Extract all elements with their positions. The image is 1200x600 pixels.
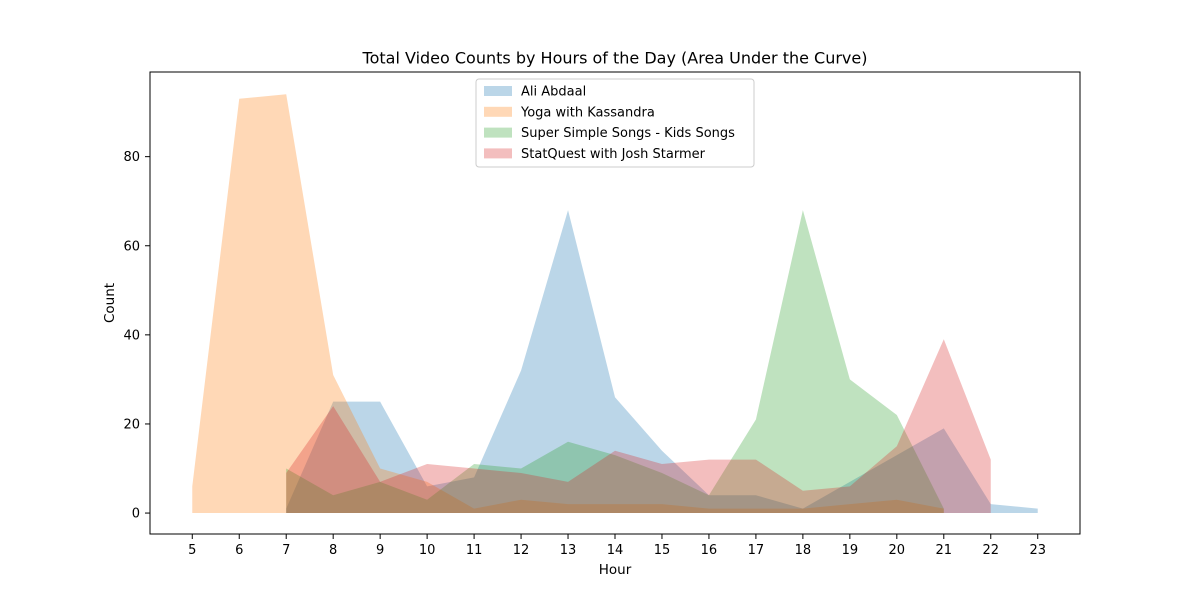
legend-swatch [484,86,512,96]
x-tick-label: 9 [376,543,384,558]
x-tick-label: 12 [513,543,530,558]
x-tick-label: 23 [1029,543,1046,558]
legend-label: Super Simple Songs - Kids Songs [521,126,735,141]
legend-swatch [484,148,512,159]
y-tick-label: 0 [132,507,140,522]
y-axis-label: Count [102,283,118,323]
legend: Ali Abdaal Yoga with Kassandra Super Simpl… [475,78,755,168]
x-tick-label: 10 [419,543,436,558]
area-series-3 [286,339,991,514]
x-tick-label: 7 [282,543,290,558]
x-axis-label: Hour [599,562,632,578]
x-axis: 5 6 7 8 9 10 11 12 13 14 15 16 17 18 19 20 21 22 23 [188,534,1046,558]
x-tick-label: 13 [560,543,577,558]
x-tick-label: 21 [936,543,953,558]
y-axis: 0 20 40 60 80 [123,150,150,522]
x-tick-label: 16 [701,543,718,558]
x-tick-label: 20 [889,543,906,558]
y-tick-label: 60 [123,239,140,254]
x-tick-label: 19 [842,543,859,558]
area-series-0 [286,210,1038,514]
chart-title: Total Video Counts by Hours of the Day (… [362,49,868,68]
area-series-2 [286,210,944,514]
legend-label: Ali Abdaal [521,85,586,100]
y-tick-label: 20 [123,417,140,432]
y-tick-label: 80 [123,150,140,165]
y-tick-label: 40 [123,328,140,343]
areas-layer [192,94,1038,514]
x-tick-label: 15 [654,543,671,558]
x-tick-label: 11 [466,543,483,558]
x-tick-label: 14 [607,543,624,558]
x-tick-label: 8 [329,543,337,558]
legend-swatch [484,106,512,117]
legend-label: Yoga with Kassandra [520,105,655,120]
x-tick-label: 17 [748,543,765,558]
legend-label: StatQuest with Josh Starmer [521,147,706,162]
area-series-1 [192,94,944,514]
x-tick-label: 6 [235,543,243,558]
legend-swatch [484,127,512,138]
x-tick-label: 22 [982,543,999,558]
x-tick-label: 18 [795,543,812,558]
legend-box [475,78,755,168]
x-tick-label: 5 [188,543,196,558]
